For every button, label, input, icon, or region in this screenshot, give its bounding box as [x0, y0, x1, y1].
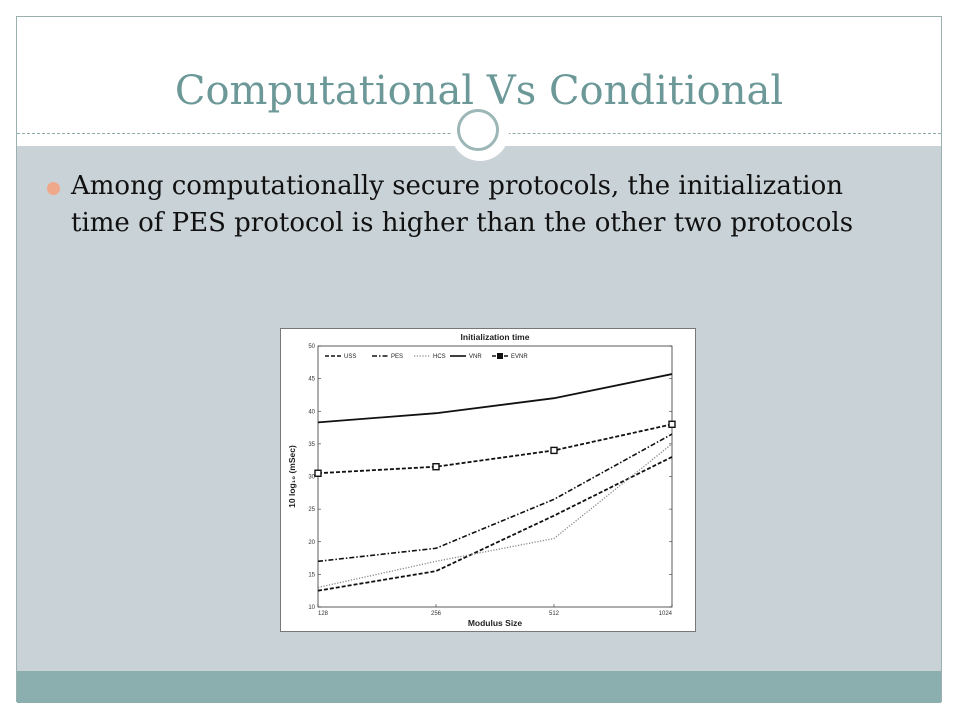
- series-line-hcs: [317, 443, 673, 589]
- y-tick-label: 20: [308, 540, 315, 546]
- legend-marker-evnr: [497, 353, 503, 359]
- legend-label-vnr: VNR: [469, 354, 482, 360]
- footer-bar: [17, 671, 941, 703]
- series-line-uss: [317, 456, 673, 592]
- legend-label-pes: PES: [391, 354, 403, 360]
- x-axis-label: Modulus Size: [468, 618, 523, 628]
- legend-label-evnr: EVNR: [511, 354, 528, 360]
- y-tick-label: 30: [308, 475, 315, 481]
- series-point-evnr: [550, 446, 558, 455]
- line-chart: Initialization time 10 15 20 25 30 35 40 45 50 128…: [287, 332, 676, 628]
- chart-title: Initialization time: [461, 332, 530, 342]
- series-line-pes: [317, 433, 673, 563]
- x-tick-label: 1024: [659, 611, 673, 617]
- y-tick-label: 10: [308, 605, 315, 611]
- y-tick-label: 50: [308, 344, 315, 350]
- series-line-evnr: [317, 423, 673, 475]
- y-tick-label: 15: [308, 572, 315, 578]
- circle-icon: [457, 109, 499, 151]
- y-tick-label: 25: [308, 507, 315, 513]
- y-axis-label: 10 log₁₀ (mSec): [287, 445, 297, 508]
- series-point-evnr: [668, 420, 676, 429]
- y-tick-label: 35: [308, 442, 315, 448]
- series-point-evnr: [432, 463, 440, 471]
- x-tick-label: 512: [549, 611, 560, 617]
- series-point-evnr: [314, 469, 322, 477]
- series-line-vnr: [317, 373, 673, 424]
- x-tick-label: 256: [431, 611, 442, 617]
- bullet-icon: [47, 182, 60, 195]
- y-tick-label: 45: [308, 377, 315, 383]
- x-tick-label: 128: [318, 611, 329, 617]
- chart-image: Initialization time 10 15 20 25 30 35 40 45 50 128…: [280, 328, 696, 632]
- legend-label-hcs: HCS: [433, 354, 446, 360]
- y-tick-label: 40: [308, 409, 315, 415]
- bullet-text: Among computationally secure protocols, …: [71, 171, 854, 238]
- legend-label-uss: USS: [344, 354, 356, 360]
